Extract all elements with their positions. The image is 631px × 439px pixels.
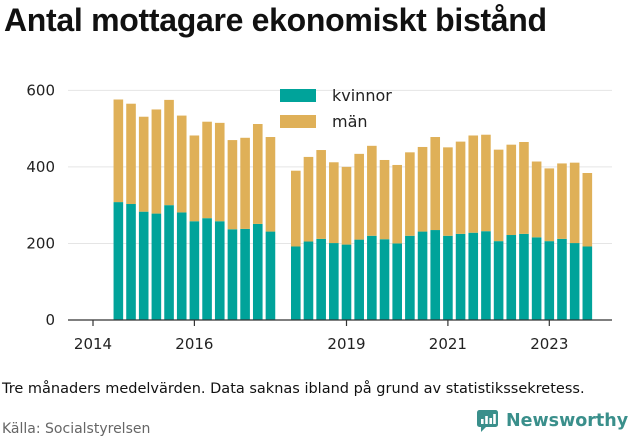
bar-kvinnor: [176, 212, 187, 320]
chart-note: Tre månaders medelvärden. Data saknas ib…: [2, 381, 585, 397]
bar-man: [126, 103, 136, 205]
legend-swatch: [280, 115, 316, 128]
bar-man: [392, 164, 402, 244]
bar-kvinnor: [329, 243, 339, 320]
bar-man: [303, 156, 314, 242]
bar-kvinnor: [367, 235, 377, 320]
bar-kvinnor: [189, 221, 200, 320]
x-tick-label: 2023: [530, 335, 568, 353]
y-axis: 0 200 400 600: [26, 81, 55, 329]
bar-kvinnor: [405, 235, 415, 320]
bar-kvinnor: [557, 238, 567, 320]
bar-kvinnor: [291, 246, 301, 320]
bar-kvinnor: [240, 228, 250, 320]
bar-man: [519, 141, 529, 234]
y-tick-label: 200: [26, 234, 55, 252]
x-tick-label: 2014: [74, 335, 112, 353]
bar-man: [468, 135, 479, 233]
bar-man: [252, 124, 263, 224]
bar-kvinnor: [303, 241, 314, 320]
bar-man: [455, 141, 466, 234]
source-credit: Källa: Socialstyrelsen: [2, 421, 151, 437]
bar-kvinnor: [468, 232, 479, 320]
brand-logo[interactable]: Newsworthy: [476, 409, 628, 433]
bar-kvinnor: [569, 243, 580, 320]
bar-man: [240, 137, 250, 229]
brand-name: Newsworthy: [506, 411, 629, 431]
bar-kvinnor: [164, 205, 174, 320]
bar-kvinnor: [417, 231, 428, 320]
bar-man: [176, 115, 187, 213]
bar-kvinnor: [113, 202, 124, 320]
y-tick-label: 600: [26, 81, 55, 99]
legend: kvinnor män: [280, 86, 392, 131]
bar-kvinnor: [126, 204, 136, 320]
bar-kvinnor: [265, 231, 276, 320]
x-axis: 2014 2016 2019 2021 2023: [68, 319, 612, 353]
bar-man: [506, 144, 517, 236]
bar-kvinnor: [519, 233, 529, 320]
bar-man: [291, 170, 301, 247]
bar-kvinnor: [506, 235, 517, 320]
legend-swatch: [280, 89, 316, 102]
bar-kvinnor: [354, 239, 364, 320]
bar-kvinnor: [379, 239, 390, 320]
bar-man: [227, 140, 238, 230]
bar-man: [493, 149, 504, 242]
bar-man: [189, 135, 200, 222]
bar-kvinnor: [252, 223, 263, 320]
bar-man: [481, 134, 491, 232]
bar-man: [430, 137, 441, 231]
bar-kvinnor: [214, 221, 225, 320]
y-tick-label: 400: [26, 158, 55, 176]
bar-kvinnor: [151, 213, 162, 320]
x-tick-label: 2021: [429, 335, 467, 353]
bars: [113, 99, 593, 320]
bar-man: [151, 109, 162, 214]
bar-man: [329, 162, 339, 244]
bar-kvinnor: [227, 229, 238, 320]
bar-kvinnor: [316, 238, 326, 320]
bar-man: [341, 166, 352, 245]
newsworthy-logo-icon: [477, 410, 498, 432]
bar-man: [569, 162, 580, 244]
bar-kvinnor: [430, 230, 441, 320]
bar-man: [113, 99, 124, 203]
bar-man: [443, 147, 453, 236]
bar-man: [202, 121, 212, 219]
chart-title: Antal mottagare ekonomiskt bistånd: [4, 2, 547, 38]
bar-kvinnor: [493, 241, 504, 320]
bar-man: [265, 137, 276, 232]
bar-man: [164, 99, 174, 206]
bar-man: [417, 146, 428, 232]
bar-kvinnor: [544, 241, 555, 320]
x-tick-label: 2016: [175, 335, 213, 353]
bar-man: [544, 168, 555, 242]
bar-kvinnor: [138, 211, 149, 320]
bar-man: [354, 153, 364, 240]
bar-man: [531, 161, 542, 238]
bar-kvinnor: [392, 243, 402, 320]
bar-man: [367, 145, 377, 236]
legend-label: kvinnor: [332, 86, 392, 105]
bar-kvinnor: [481, 231, 491, 320]
bar-kvinnor: [455, 233, 466, 320]
y-tick-label: 0: [45, 311, 55, 329]
bar-man: [379, 159, 390, 240]
bar-man: [582, 173, 593, 247]
legend-label: män: [332, 112, 368, 131]
bar-man: [138, 116, 149, 212]
x-tick-label: 2019: [327, 335, 365, 353]
bar-man: [405, 152, 415, 236]
bar-kvinnor: [443, 235, 453, 320]
bar-kvinnor: [531, 237, 542, 320]
bar-man: [214, 122, 225, 222]
chart: 0 200 400 600 2014 2016 2019 2021 2023 kvinnor m…: [26, 81, 612, 353]
bar-kvinnor: [341, 244, 352, 320]
bar-kvinnor: [202, 218, 212, 320]
bar-kvinnor: [582, 246, 593, 320]
bar-man: [316, 150, 326, 239]
bar-man: [557, 163, 567, 239]
